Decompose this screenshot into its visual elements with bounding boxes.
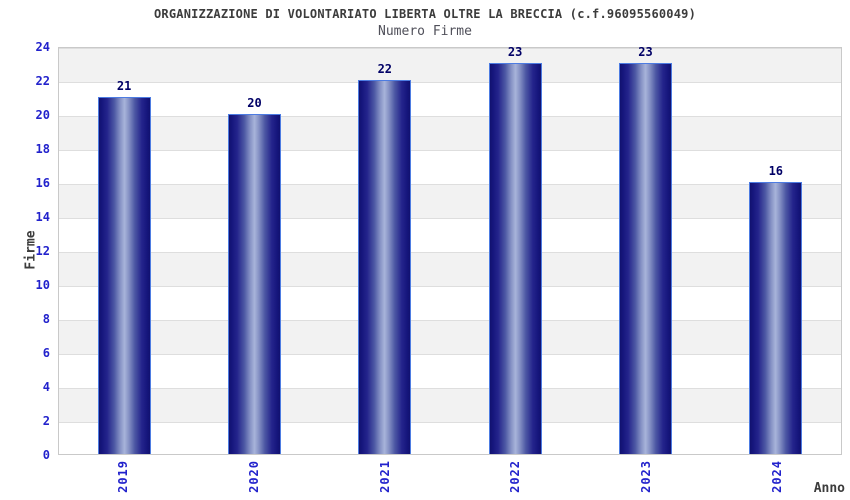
bar-value-label: 20: [247, 96, 262, 110]
bar-slot: 22: [320, 48, 450, 454]
bar-slot: 21: [59, 48, 189, 454]
x-tick-slot: 2023: [581, 460, 712, 500]
bar-value-label: 16: [768, 164, 784, 178]
bar-slot: 16: [711, 48, 841, 454]
bar-2022: 23: [488, 45, 542, 454]
bar-2019: 21: [97, 79, 151, 454]
x-tick-label-2019: 2019: [116, 460, 131, 493]
bar-2023: 23: [618, 45, 672, 454]
bar-2021: 22: [358, 62, 412, 454]
x-tick-slot: 2019: [58, 460, 189, 500]
y-axis-ticks: 0 2 4 6 8 10 12 14 16 18 20 22 24: [0, 0, 50, 500]
y-tick-label-12: 12: [35, 244, 50, 258]
x-axis-label: Anno: [813, 481, 845, 496]
y-tick-label-16: 16: [35, 176, 50, 190]
x-axis-ticks: 2019 2020 2021 2022 2023 2024: [58, 460, 842, 500]
chart-title: ORGANIZZAZIONE DI VOLONTARIATO LIBERTA O…: [154, 7, 696, 21]
y-tick-label-20: 20: [35, 108, 50, 122]
bar-slot: 23: [450, 45, 580, 454]
bar-value-label: 21: [116, 79, 132, 93]
y-tick-label-24: 24: [35, 40, 50, 54]
bar-value-label: 22: [377, 62, 393, 76]
y-tick-label-18: 18: [35, 142, 50, 156]
x-tick-label-2023: 2023: [639, 460, 654, 493]
bar-value-label: 23: [638, 45, 653, 59]
x-tick-label-2024: 2024: [769, 460, 784, 493]
x-tick-label-2022: 2022: [508, 460, 523, 493]
y-tick-label-4: 4: [42, 380, 50, 394]
bars-container: 21 20 22 23 23 16: [59, 45, 841, 454]
bar-2020: 20: [227, 96, 281, 454]
x-tick-slot: 2022: [450, 460, 581, 500]
y-tick-label-2: 2: [42, 414, 50, 428]
bar-slot: 20: [189, 48, 319, 454]
y-tick-label-8: 8: [42, 312, 50, 326]
y-tick-label-10: 10: [35, 278, 50, 292]
bar-slot: 23: [580, 45, 710, 454]
x-tick-label-2020: 2020: [247, 460, 261, 493]
y-tick-label-6: 6: [42, 346, 50, 360]
y-tick-label-0: 0: [42, 448, 50, 462]
y-tick-label-14: 14: [35, 210, 50, 224]
x-tick-label-2021: 2021: [377, 460, 392, 493]
y-tick-label-22: 22: [35, 74, 50, 88]
bar-2024: 16: [749, 164, 803, 454]
bar-value-label: 23: [507, 45, 523, 59]
plot-area: 21 20 22 23 23 16: [58, 45, 842, 455]
x-tick-slot: 2021: [319, 460, 450, 500]
x-tick-slot: 2020: [189, 460, 320, 500]
chart-subtitle: Numero Firme: [378, 24, 472, 39]
